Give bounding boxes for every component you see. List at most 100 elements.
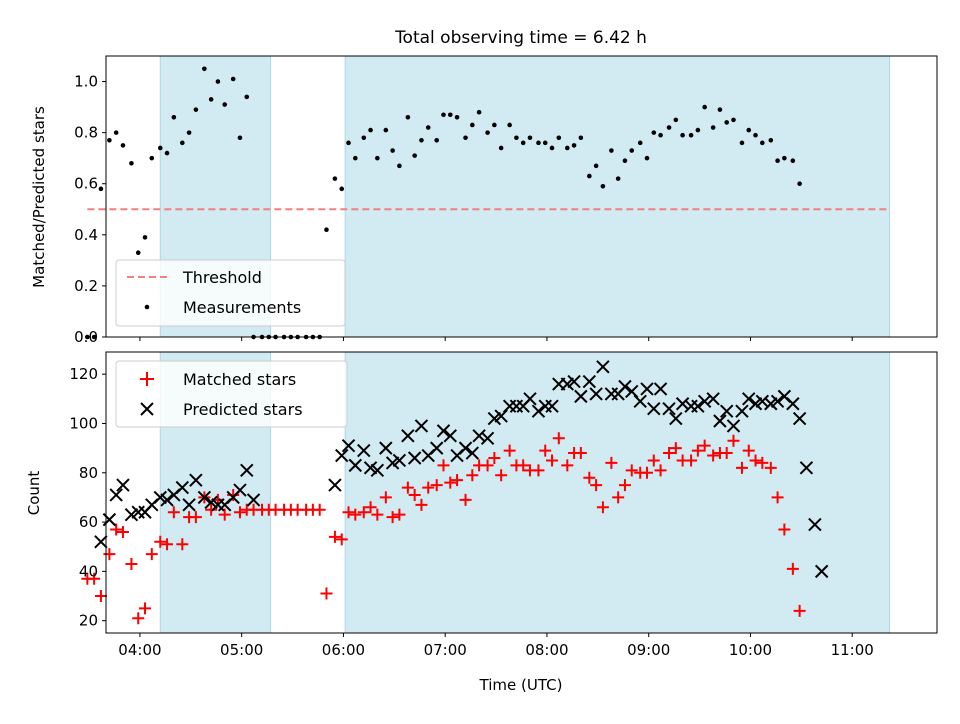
- measurements-point-61: [527, 135, 533, 141]
- top-y-tick-label-0: 0.0: [74, 328, 98, 346]
- matched-stars-point-80: [663, 447, 676, 460]
- matched-stars-point-73: [612, 491, 625, 504]
- measurements-point-69: [587, 173, 592, 179]
- measurements-point-11: [164, 150, 170, 156]
- measurements-point-57: [498, 145, 504, 151]
- matched-stars-point-97: [786, 562, 799, 575]
- matched-stars-point-7: [132, 612, 145, 625]
- predicted-stars-point-0: [94, 535, 108, 549]
- matched-stars-point-13: [176, 538, 189, 551]
- measurements-point-70: [593, 163, 599, 169]
- top-panel: 0.0 0.2 0.4 0.6 0.8 1.0: [74, 55, 938, 346]
- measurements-point-56: [492, 122, 497, 128]
- matched-stars-point-2: [94, 590, 107, 603]
- matched-stars-point-52: [459, 493, 472, 506]
- measurements-point-79: [658, 132, 663, 138]
- measurements-point-9: [149, 155, 155, 161]
- measurements-point-55: [485, 130, 490, 135]
- measurements-point-51: [454, 115, 460, 120]
- matched-stars-point-47: [422, 481, 435, 494]
- measurements-point-33: [324, 227, 329, 233]
- matched-stars-point-36: [342, 506, 355, 519]
- matched-stars-point-50: [444, 476, 457, 489]
- measurements-point-13: [180, 140, 185, 146]
- measurements-point-90: [739, 140, 745, 146]
- predicted-stars-point-79: [742, 392, 756, 406]
- matched-stars-point-85: [698, 439, 711, 452]
- matched-stars-point-8: [139, 602, 152, 615]
- matched-stars-point-4: [110, 523, 123, 536]
- measurements-point-81: [673, 117, 679, 123]
- x-axis-label: Time (UTC): [479, 676, 563, 694]
- top-y-axis-label: Matched/Predicted stars: [30, 106, 48, 288]
- predicted-stars-point-29: [379, 441, 393, 455]
- matched-stars-point-71: [596, 501, 609, 514]
- predicted-stars-point-28: [370, 463, 385, 478]
- x-tick-label-5: 09:00: [627, 641, 670, 659]
- measurements-point-60: [520, 140, 526, 146]
- matched-stars-point-63: [539, 444, 552, 457]
- measurements-point-98: [797, 181, 802, 187]
- measurements-point-76: [637, 140, 643, 146]
- predicted-stars-point-50: [531, 404, 546, 418]
- top-legend-frame: [115, 259, 346, 327]
- measurements-point-45: [412, 153, 417, 158]
- measurements-point-53: [470, 122, 475, 128]
- top-y-tick-label-1: 0.2: [74, 277, 98, 295]
- matched-stars-point-83: [685, 454, 698, 467]
- predicted-stars-point-78: [735, 404, 749, 418]
- measurements-point-68: [578, 135, 584, 141]
- matched-stars-point-66: [561, 459, 574, 472]
- measurements-point-91: [746, 127, 752, 133]
- predicted-stars-point-77: [726, 419, 741, 433]
- predicted-stars-point-31: [392, 453, 407, 468]
- x-tick-label-1: 05:00: [220, 641, 263, 659]
- measurements-point-6: [129, 160, 134, 166]
- matched-legend-label: Matched stars: [183, 370, 296, 389]
- bottom-legend-frame: [115, 360, 348, 428]
- measurements-point-8: [142, 235, 148, 240]
- matched-stars-point-79: [654, 464, 667, 477]
- matched-stars-point-41: [379, 491, 392, 504]
- measurements-point-7: [135, 250, 141, 255]
- bottom-legend: Matched stars Predicted stars: [115, 360, 348, 428]
- predicted-stars-point-9: [160, 493, 174, 507]
- predicted-legend-label: Predicted stars: [183, 400, 303, 419]
- matched-stars-point-55: [481, 459, 494, 472]
- measurements-point-88: [724, 120, 730, 125]
- matched-stars-point-45: [408, 488, 421, 501]
- predicted-stars-point-56: [574, 389, 588, 404]
- predicted-stars-point-12: [182, 498, 196, 512]
- matched-stars-point-57: [495, 469, 508, 482]
- matched-stars-point-33: [320, 587, 333, 600]
- measurements-point-14: [186, 130, 192, 135]
- measurements-point-82: [680, 132, 685, 138]
- matched-stars-point-93: [756, 456, 769, 469]
- measurements-point-38: [361, 135, 367, 141]
- matched-stars-point-96: [778, 523, 791, 536]
- matched-stars-point-65: [552, 432, 565, 445]
- measurements-point-12: [171, 115, 177, 120]
- measurements-point-19: [222, 102, 228, 107]
- measurements-point-64: [549, 145, 555, 151]
- predicted-stars-point-89: [814, 564, 829, 579]
- predicted-stars-point-40: [458, 441, 473, 455]
- measurements-point-66: [564, 145, 570, 151]
- matched-stars-point-51: [451, 474, 464, 487]
- measurements-point-52: [463, 135, 468, 141]
- matched-stars-point-3: [103, 548, 116, 561]
- threshold-legend-label: Threshold: [182, 268, 262, 287]
- measurements-point-36: [346, 140, 351, 146]
- bottom-y-tick-label-1: 40: [79, 562, 98, 580]
- matched-stars-point-37: [349, 508, 362, 521]
- predicted-stars-point-64: [633, 394, 647, 409]
- measurements-point-71: [600, 183, 606, 189]
- matched-stars-point-98: [793, 604, 806, 617]
- measurements-point-47: [425, 125, 431, 130]
- predicted-stars-point-87: [799, 461, 814, 475]
- bottom-y-tick-label-4: 100: [69, 414, 98, 432]
- measurements-point-21: [237, 135, 243, 141]
- matched-stars-point-94: [764, 461, 777, 474]
- matched-stars-point-10: [154, 535, 167, 548]
- bottom-axes-frame: [105, 351, 938, 634]
